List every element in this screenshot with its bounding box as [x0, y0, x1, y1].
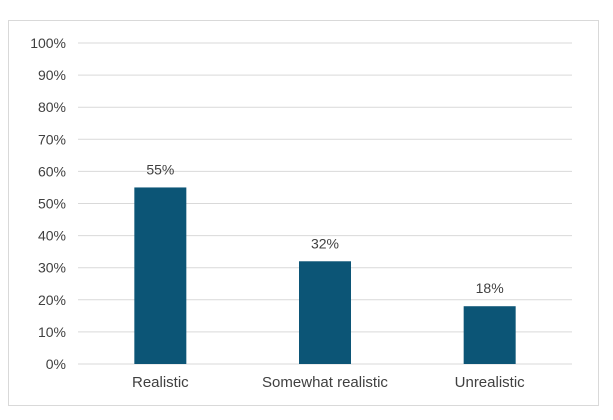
y-tick-label: 10%	[38, 324, 66, 340]
y-tick-label: 20%	[38, 292, 66, 308]
bar	[134, 187, 187, 364]
y-tick-label: 80%	[38, 99, 66, 115]
y-tick-label: 70%	[38, 131, 66, 147]
y-tick-label: 60%	[38, 163, 66, 179]
y-tick-label: 50%	[38, 196, 66, 212]
data-label: 18%	[476, 280, 504, 296]
x-category-label: Realistic	[132, 374, 189, 391]
data-label: 32%	[311, 235, 339, 251]
data-labels: 55% 32% 18%	[146, 161, 503, 296]
y-tick-label: 0%	[46, 356, 66, 372]
y-tick-label: 90%	[38, 67, 66, 83]
x-category-label: Unrealistic	[455, 374, 526, 391]
bar	[299, 261, 351, 364]
y-tick-label: 100%	[30, 35, 66, 51]
bars	[134, 187, 516, 364]
x-category-label: Somewhat realistic	[262, 374, 388, 391]
y-tick-label: 30%	[38, 260, 66, 276]
bar	[463, 306, 516, 364]
data-label: 55%	[146, 161, 174, 177]
x-axis-category-labels: Realistic Somewhat realistic Unrealistic	[132, 374, 525, 391]
y-tick-label: 40%	[38, 228, 66, 244]
y-axis-tick-labels: 0% 10% 20% 30% 40% 50% 60% 70% 80% 90% 100%	[30, 35, 66, 372]
